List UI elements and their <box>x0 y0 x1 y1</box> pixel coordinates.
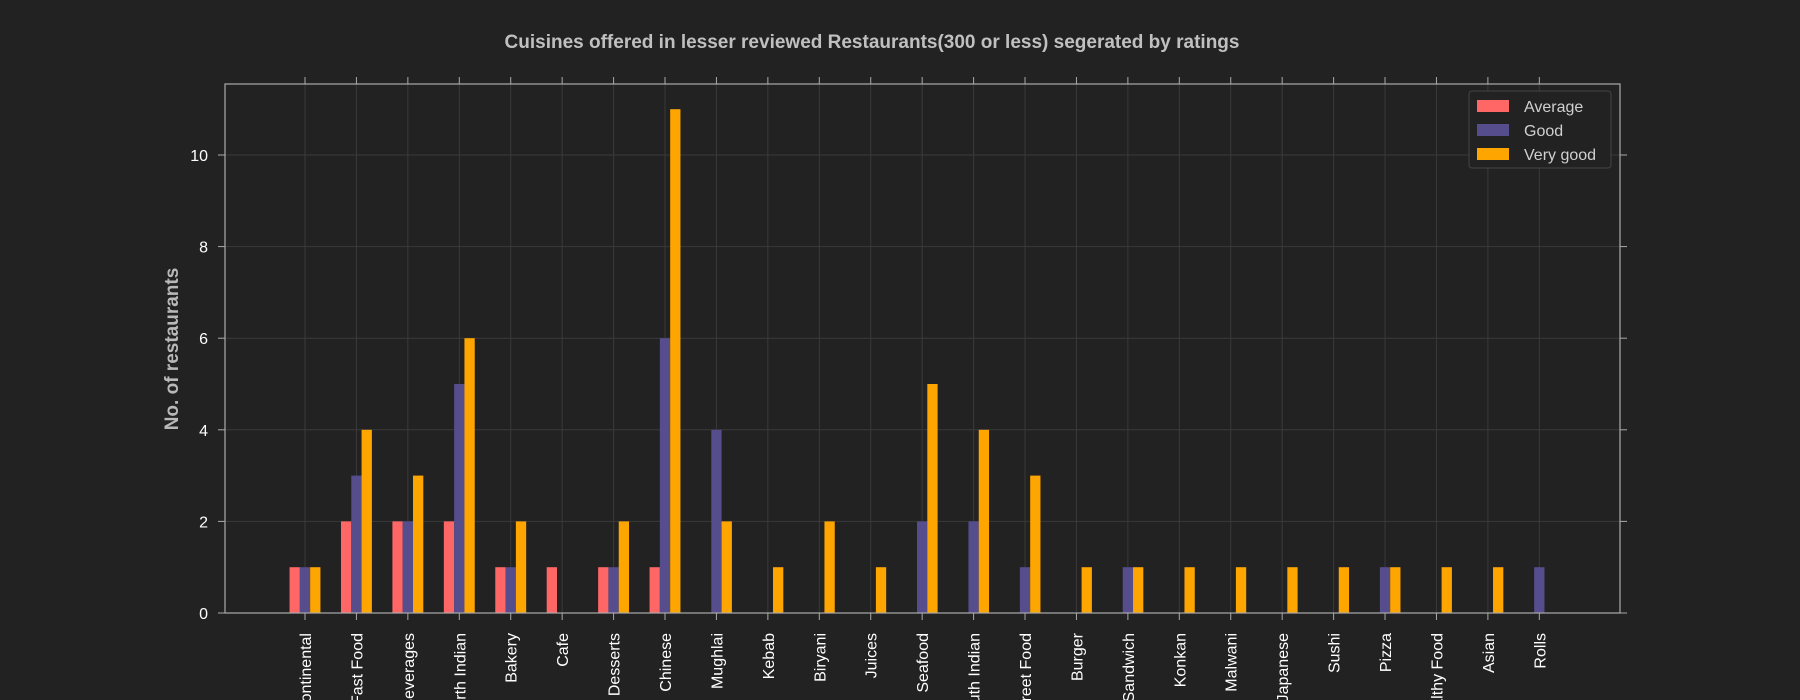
bar-very-good <box>1338 567 1350 613</box>
x-tick-label: Sushi <box>1327 633 1344 673</box>
legend-swatch <box>1477 124 1509 136</box>
bar-average <box>392 521 403 613</box>
bar-average <box>340 521 352 613</box>
y-tick-label: 10 <box>190 148 208 165</box>
x-tick-label: Cafe <box>555 633 572 667</box>
legend: Average Good Very good <box>1468 90 1612 169</box>
bar-very-good <box>1030 475 1041 613</box>
y-tick-label: 6 <box>199 331 208 348</box>
x-tick-label: Continental <box>298 633 315 700</box>
x-tick-label: Fast Food <box>349 633 366 700</box>
x-tick-label: Malwani <box>1224 633 1241 692</box>
bar-good <box>402 521 414 613</box>
x-tick-label: Juices <box>864 633 881 678</box>
legend-label: Average <box>1524 99 1583 116</box>
chart-title: Cuisines offered in lesser reviewed Rest… <box>505 32 1240 53</box>
bar-good <box>608 567 619 613</box>
bar-very-good <box>310 567 321 613</box>
bar-very-good <box>618 521 630 613</box>
y-tick-label: 2 <box>199 514 208 531</box>
bar-good <box>968 521 979 613</box>
x-tick-label: Beverages <box>401 633 418 700</box>
bar-average <box>546 567 557 613</box>
bar-very-good <box>927 383 938 613</box>
bar-average <box>289 567 300 613</box>
x-tick-label: Mughlai <box>709 633 726 689</box>
x-tick-label: Kebab <box>761 633 778 679</box>
axes: 0 2 4 6 8 10 Continental Fast Food Beverages Nort… <box>190 77 1627 700</box>
bar-very-good <box>773 567 784 613</box>
y-tick-label: 8 <box>199 240 208 257</box>
x-tick-label: Sandwich <box>1121 633 1138 700</box>
y-axis-label: No. of restaurants <box>162 268 183 431</box>
bar-very-good <box>1235 567 1247 613</box>
legend-label: Good <box>1524 123 1563 140</box>
bar-good <box>454 383 465 613</box>
bar-very-good <box>464 338 475 613</box>
legend-swatch <box>1477 148 1509 160</box>
bars <box>289 109 1545 613</box>
bar-very-good <box>1493 567 1504 613</box>
x-tick-label: Biryani <box>812 633 829 682</box>
x-tick-label: Chinese <box>658 633 675 692</box>
bar-very-good <box>875 567 887 613</box>
x-tick-label: Seafood <box>915 633 932 693</box>
x-tick-label: Desserts <box>607 633 624 696</box>
x-tick-label: Bakery <box>504 633 521 683</box>
legend-label: Very good <box>1524 147 1596 164</box>
bar-good <box>299 567 311 613</box>
bar-average <box>649 567 660 613</box>
y-tick-label: 4 <box>199 423 208 440</box>
plot-frame <box>224 83 1621 614</box>
bar-good <box>1379 567 1391 613</box>
x-tick-label: South Indian <box>967 633 984 700</box>
bar-very-good <box>721 521 732 613</box>
bar-good <box>659 338 671 613</box>
legend-swatch <box>1477 100 1509 112</box>
bar-very-good <box>1287 567 1298 613</box>
bar-good <box>351 475 362 613</box>
bar-very-good <box>1133 567 1144 613</box>
bar-good <box>711 429 722 613</box>
bar-good <box>917 521 928 613</box>
bar-very-good <box>1441 567 1452 613</box>
bar-average <box>598 567 609 613</box>
bar-very-good <box>1184 567 1195 613</box>
bar-good <box>1534 567 1545 613</box>
bar-very-good <box>515 521 527 613</box>
x-tick-label: Japanese <box>1275 633 1292 700</box>
bar-very-good <box>361 429 372 613</box>
bar-good <box>1019 567 1031 613</box>
x-tick-label: Pizza <box>1378 633 1395 672</box>
bar-very-good <box>413 475 424 613</box>
x-tick-label: North Indian <box>452 633 469 700</box>
bar-very-good <box>824 521 835 613</box>
bar-good <box>505 567 516 613</box>
bar-very-good <box>670 109 681 613</box>
y-tick-label: 0 <box>199 606 208 623</box>
x-tick-label: Asian <box>1481 633 1498 673</box>
x-tick-label: Street Food <box>1018 633 1035 700</box>
grid <box>225 84 1620 613</box>
bar-average <box>495 567 506 613</box>
x-tick-label: Rolls <box>1532 633 1549 669</box>
bar-good <box>1122 567 1134 613</box>
bar-very-good <box>1390 567 1401 613</box>
x-tick-label: Burger <box>1069 632 1086 681</box>
bar-average <box>443 521 455 613</box>
x-tick-label: Konkan <box>1172 633 1189 687</box>
bar-very-good <box>1081 567 1092 613</box>
bar-very-good <box>978 429 990 613</box>
x-tick-label: Healthy Food <box>1429 633 1446 700</box>
